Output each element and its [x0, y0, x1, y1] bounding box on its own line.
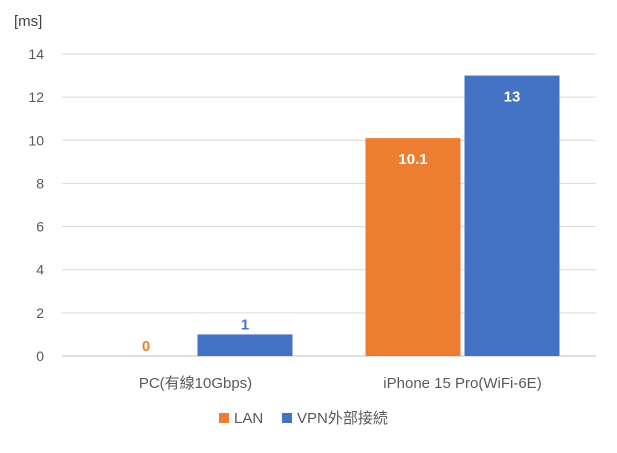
- y-tick-label: 0: [36, 348, 44, 364]
- data-label: 10.1: [398, 151, 427, 168]
- y-tick-label: 6: [36, 219, 44, 235]
- bars: [197, 75, 560, 357]
- y-axis-unit-label: [ms]: [14, 13, 42, 30]
- y-tick-label: 14: [28, 46, 44, 62]
- data-label: 13: [504, 89, 521, 106]
- data-label: 0: [142, 338, 150, 355]
- legend: LAN VPN外部接続: [219, 410, 388, 427]
- y-tick-label: 10: [28, 132, 44, 148]
- data-labels: 0 1 10.1 13: [142, 89, 521, 355]
- gridlines: [62, 53, 596, 357]
- legend-label: VPN外部接続: [297, 410, 388, 427]
- bar-LAN-1: [365, 138, 461, 356]
- x-axis-categories: PC(有線10Gbps) iPhone 15 Pro(WiFi-6E): [139, 375, 542, 392]
- bar-VPN外部接続-0: [197, 334, 293, 356]
- legend-swatch: [282, 413, 292, 423]
- bar-VPN外部接続-1: [464, 75, 560, 357]
- x-category-label: iPhone 15 Pro(WiFi-6E): [383, 375, 541, 392]
- y-axis-ticks: 0 2 4 6 8 10 12 14: [28, 46, 44, 364]
- y-tick-label: 12: [28, 89, 44, 105]
- y-tick-label: 4: [36, 262, 44, 278]
- legend-swatch: [219, 413, 229, 423]
- x-category-label: PC(有線10Gbps): [139, 375, 252, 392]
- y-tick-label: 8: [36, 175, 44, 191]
- data-label: 1: [241, 316, 249, 333]
- legend-label: LAN: [234, 410, 263, 427]
- y-tick-label: 2: [36, 305, 44, 321]
